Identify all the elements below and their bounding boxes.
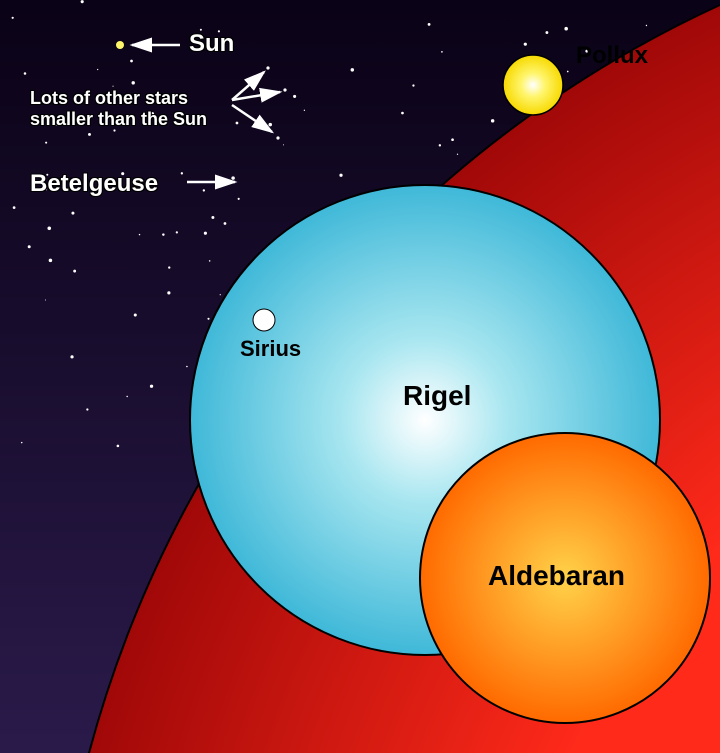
pollux-circle xyxy=(503,55,563,115)
other-stars-label: Lots of other stars smaller than the Sun xyxy=(30,88,207,130)
betelgeuse-label: Betelgeuse xyxy=(30,170,158,198)
sirius-circle xyxy=(253,309,275,331)
sun-dot xyxy=(116,41,124,49)
pollux-label: Pollux xyxy=(576,42,648,70)
sirius-label: Sirius xyxy=(240,336,301,362)
aldebaran-label: Aldebaran xyxy=(488,560,625,592)
sun-label: Sun xyxy=(189,30,234,58)
rigel-label: Rigel xyxy=(403,380,471,412)
